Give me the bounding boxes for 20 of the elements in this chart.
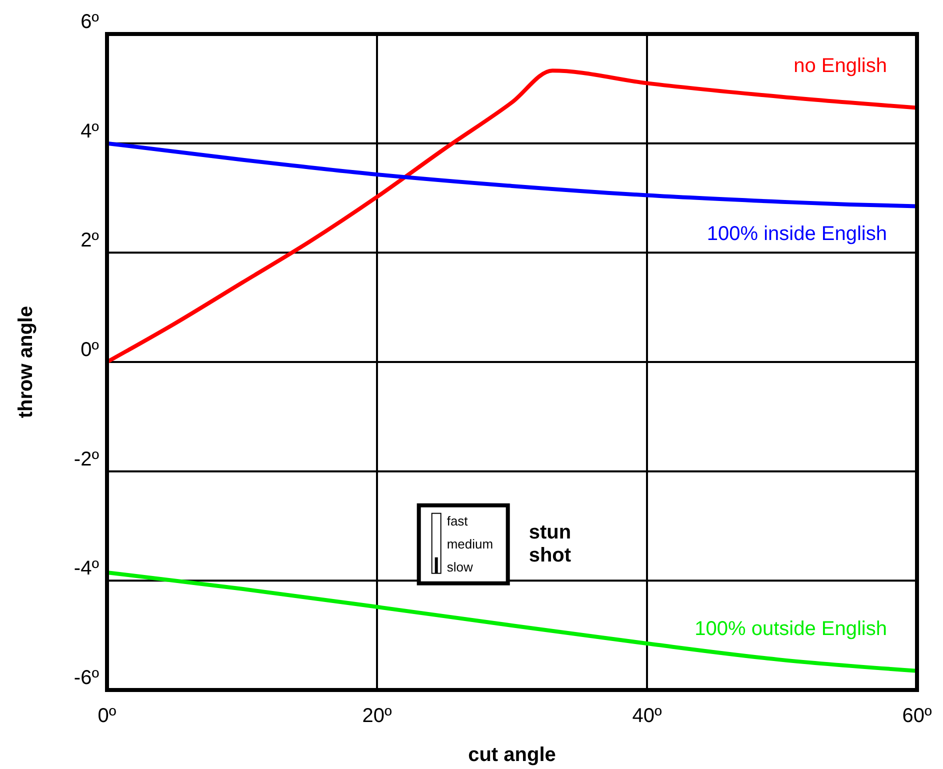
y-axis-title: throw angle <box>15 306 37 418</box>
x-tick-label: 60º <box>902 705 932 727</box>
series-label: no English <box>794 54 887 77</box>
annotation: slow <box>446 559 474 574</box>
x-tick-label: 40º <box>632 705 662 727</box>
x-tick-label: 0º <box>98 705 117 727</box>
annotation: fast <box>446 513 468 528</box>
x-axis-title: cut angle <box>468 744 556 766</box>
annotation: stun shot <box>528 521 572 566</box>
y-tick-label: -4º <box>74 558 100 580</box>
x-tick-label: 20º <box>362 705 392 727</box>
series-label: 100% inside English <box>706 223 887 246</box>
y-tick-label: -6º <box>74 667 100 689</box>
annotation: medium <box>446 536 494 552</box>
y-tick-label: 4º <box>80 120 100 142</box>
series-label: 100% outside English <box>694 618 887 640</box>
y-tick-label: -2º <box>74 448 100 470</box>
y-tick-label: 6º <box>80 11 100 33</box>
y-tick-label: 0º <box>80 339 100 361</box>
y-tick-label: 2º <box>80 230 100 252</box>
